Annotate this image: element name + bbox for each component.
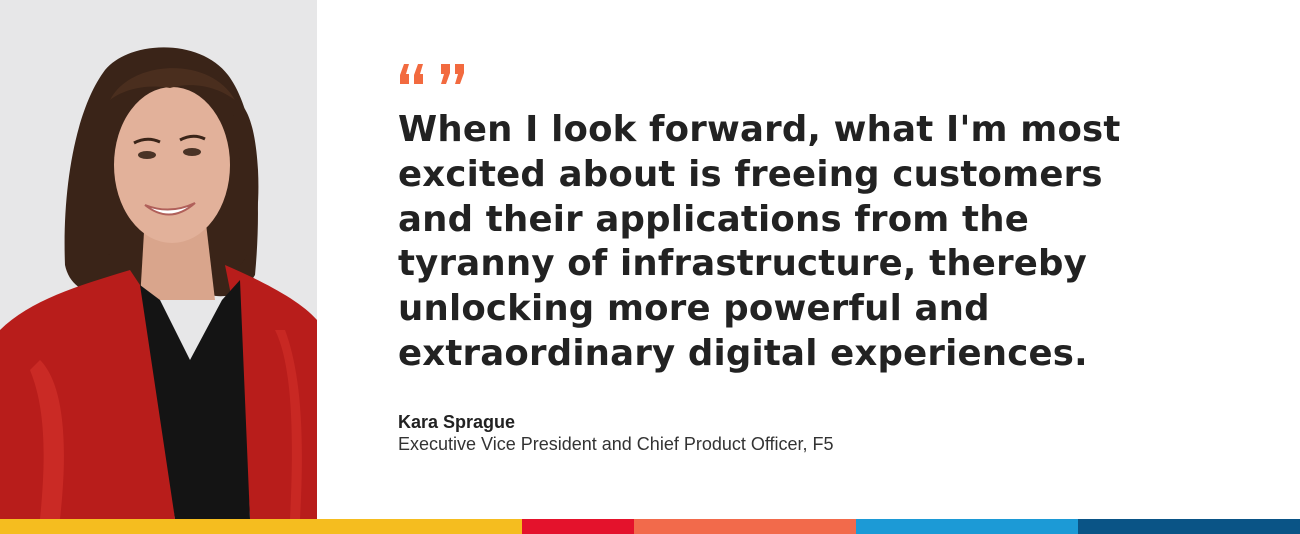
quote-line: and their applications from the [398, 198, 1029, 240]
attribution: Kara Sprague Executive Vice President an… [398, 411, 1278, 455]
quote-line: unlocking more powerful and [398, 288, 990, 330]
portrait-illustration [0, 47, 317, 519]
hair-front-right [228, 95, 259, 265]
close-quote-icon [441, 64, 464, 84]
left-eye [138, 151, 156, 159]
quotation-marks-icon [398, 62, 1278, 88]
color-bar-segment-navy [1078, 519, 1300, 534]
open-quote-icon [400, 64, 423, 84]
right-brow [179, 134, 206, 142]
quote-line: extraordinary digital experiences. [398, 332, 1088, 374]
jacket-highlight-2 [275, 330, 302, 519]
color-bar-segment-red [522, 519, 634, 534]
color-bar-segment-blue [856, 519, 1078, 534]
left-brow [133, 137, 161, 145]
jacket-highlight [30, 360, 64, 519]
quote-line: excited about is freeing customers [398, 153, 1103, 195]
color-bar-segment-orange [634, 519, 856, 534]
quote-text: When I look forward, what I'm most excit… [398, 108, 1278, 377]
hair-front-left [85, 95, 115, 255]
face [114, 87, 230, 243]
quote-line: When I look forward, what I'm most [398, 109, 1121, 150]
color-bar-segment-yellow [0, 519, 522, 534]
black-top [140, 280, 250, 519]
quote-block: When I look forward, what I'm most excit… [398, 62, 1278, 455]
hair-top [110, 68, 235, 100]
speaker-name: Kara Sprague [398, 411, 516, 432]
portrait-photo [0, 0, 317, 519]
quote-line: tyranny of infrastructure, thereby [398, 243, 1088, 285]
right-eye [183, 148, 201, 156]
brand-color-bar [0, 519, 1300, 534]
speaker-title: Executive Vice President and Chief Produ… [398, 433, 834, 454]
smile [144, 202, 196, 216]
